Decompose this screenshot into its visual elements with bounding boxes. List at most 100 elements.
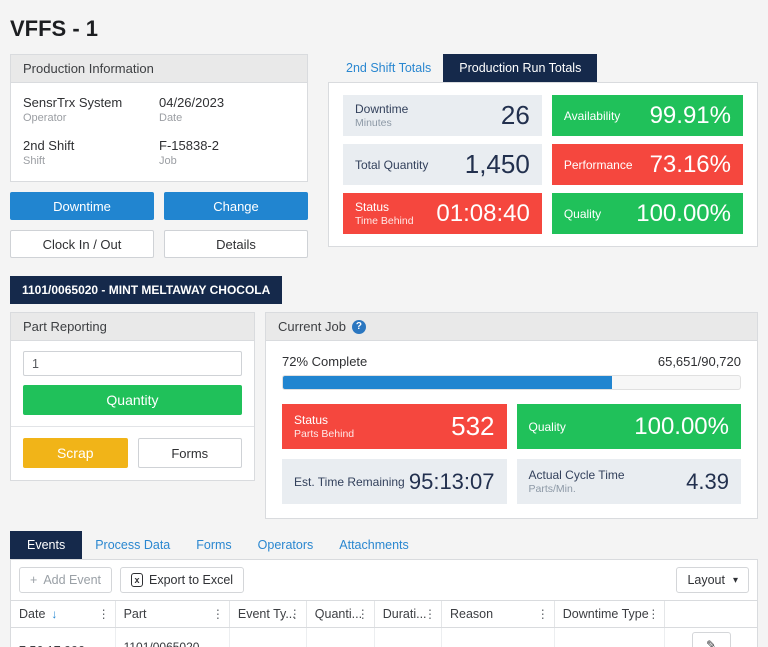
tab-production-run-totals[interactable]: Production Run Totals	[443, 54, 598, 82]
event-duration-cell	[374, 627, 442, 647]
column-header-actions	[664, 601, 758, 628]
shift-label: Shift	[23, 155, 46, 167]
total-quantity-tile: Total Quantity 1,450	[343, 144, 542, 185]
totals-tabs: 2nd Shift Totals Production Run Totals	[328, 54, 758, 82]
table-row: 7:56:17.990 PM 1101/0065020 MINT MELTAWA…	[10, 627, 758, 647]
column-header-part[interactable]: Part ⋮	[115, 601, 230, 628]
table-header-row: Date ↓ ⋮ Part ⋮ Event Ty... ⋮ Quanti... ⋮…	[10, 601, 758, 628]
part-reporting-divider	[11, 426, 254, 427]
status-tile-label: Status	[355, 200, 390, 214]
part-reporting-panel: Part Reporting Quantity Scrap Forms	[10, 312, 255, 481]
current-job-title: Current Job	[278, 319, 346, 334]
tab-shift-totals[interactable]: 2nd Shift Totals	[346, 61, 432, 75]
operator-value: SensrTrx System	[23, 95, 123, 110]
total-quantity-tile-value: 1,450	[464, 149, 530, 179]
production-info-header: Production Information	[11, 55, 307, 83]
event-quantity-cell: 2.00	[306, 627, 375, 647]
date-label: Date	[159, 112, 183, 124]
part-number: 1101/0065020	[123, 639, 200, 647]
downtime-tile: Downtime Minutes 26	[343, 95, 542, 136]
totals-card: Downtime Minutes 26 Availability 99.91% …	[328, 82, 758, 247]
performance-tile-value: 73.16%	[649, 150, 731, 178]
cycle-time-sublabel: Parts/Min.	[528, 483, 576, 495]
downtime-tile-sublabel: Minutes	[355, 117, 392, 129]
current-job-tiles: Status Parts Behind 532 Quality 100.00% …	[282, 404, 741, 504]
downtime-button[interactable]: Downtime	[10, 192, 154, 220]
part-column-menu-icon[interactable]: ⋮	[211, 607, 224, 621]
column-header-reason[interactable]: Reason ⋮	[441, 601, 555, 628]
production-info-column: Production Information SensrTrx System O…	[10, 54, 308, 258]
quality-tile-label: Quality	[563, 206, 602, 221]
column-header-date[interactable]: Date ↓ ⋮	[10, 601, 116, 628]
production-info-panel: Production Information SensrTrx System O…	[10, 54, 308, 182]
status-time-behind-tile: Status Time Behind 01:08:40	[343, 193, 542, 234]
help-icon[interactable]: ?	[351, 319, 366, 334]
cycle-time-tile: Actual Cycle Time Parts/Min. 4.39	[516, 459, 741, 504]
add-event-label: Add Event	[43, 573, 101, 587]
date-value: 04/26/2023	[159, 95, 225, 110]
clock-in-out-button[interactable]: Clock In / Out	[10, 230, 154, 258]
column-header-event-type[interactable]: Event Ty... ⋮	[229, 601, 307, 628]
time-remaining-label: Est. Time Remaining	[294, 474, 405, 489]
event-type-column-menu-icon[interactable]: ⋮	[288, 607, 301, 621]
job-label: Job	[159, 155, 177, 167]
layout-label: Layout	[687, 573, 725, 587]
event-reason-cell	[441, 627, 555, 647]
status-tile-sublabel: Time Behind	[355, 215, 414, 227]
current-part-banner: 1101/0065020 - MINT MELTAWAY CHOCOLA	[10, 276, 283, 304]
details-button[interactable]: Details	[164, 230, 308, 258]
job-field: F-15838-2 Job	[159, 138, 295, 167]
availability-tile: Availability 99.91%	[551, 95, 743, 136]
totals-column: 2nd Shift Totals Production Run Totals D…	[328, 54, 758, 247]
reason-column-menu-icon[interactable]: ⋮	[536, 607, 549, 621]
tab-process-data[interactable]: Process Data	[95, 538, 171, 552]
availability-tile-value: 99.91%	[649, 101, 731, 129]
production-info-body: SensrTrx System Operator 04/26/2023 Date…	[11, 83, 307, 181]
tab-forms[interactable]: Forms	[196, 538, 232, 552]
export-to-excel-button[interactable]: x Export to Excel	[120, 567, 245, 593]
part-reporting-header: Part Reporting	[11, 313, 254, 341]
add-event-button[interactable]: + Add Event	[19, 567, 112, 593]
quantity-input[interactable]	[23, 351, 242, 376]
column-header-quantity[interactable]: Quanti... ⋮	[306, 601, 375, 628]
top-row: Production Information SensrTrx System O…	[10, 54, 758, 258]
date-column-menu-icon[interactable]: ⋮	[97, 607, 110, 621]
progress-ratio: 65,651/90,720	[657, 354, 741, 369]
quantity-column-menu-icon[interactable]: ⋮	[356, 607, 369, 621]
current-job-body: 72% Complete 65,651/90,720 Status Parts …	[266, 341, 757, 518]
operator-field: SensrTrx System Operator	[23, 95, 159, 124]
column-header-duration[interactable]: Durati... ⋮	[374, 601, 442, 628]
scrap-button[interactable]: Scrap	[23, 438, 128, 468]
job-value: F-15838-2	[159, 138, 219, 153]
column-header-downtime-type[interactable]: Downtime Type ⋮	[554, 601, 666, 628]
forms-button[interactable]: Forms	[137, 438, 242, 468]
duration-column-menu-icon[interactable]: ⋮	[423, 607, 436, 621]
job-quality-tile: Quality 100.00%	[516, 404, 741, 449]
quantity-button[interactable]: Quantity	[23, 385, 242, 415]
events-tab-bar: Events Process Data Forms Operators Atta…	[10, 531, 758, 559]
job-progress-bar	[282, 375, 741, 390]
pencil-icon: ✎	[706, 638, 717, 647]
edit-event-button[interactable]: ✎	[691, 632, 731, 647]
tab-events[interactable]: Events	[10, 531, 83, 559]
quality-tile: Quality 100.00%	[551, 193, 743, 234]
event-part-cell: 1101/0065020 MINT MELTAWAY CHOCOLA	[115, 627, 230, 647]
tab-operators[interactable]: Operators	[257, 538, 314, 552]
job-quality-value: 100.00%	[634, 412, 729, 440]
time-remaining-value: 95:13:07	[408, 468, 495, 494]
tab-attachments[interactable]: Attachments	[339, 538, 409, 552]
downtime-tile-label: Downtime	[355, 102, 409, 116]
parts-behind-value: 532	[451, 411, 495, 441]
parts-behind-sublabel: Parts Behind	[294, 428, 355, 440]
change-button[interactable]: Change	[164, 192, 308, 220]
layout-button[interactable]: Layout ▾	[676, 567, 749, 593]
part-reporting-body: Quantity Scrap Forms	[11, 341, 254, 480]
plus-icon: +	[30, 573, 38, 587]
row-actions-cell: ✎ ×	[664, 627, 758, 647]
total-quantity-tile-label: Total Quantity	[355, 157, 429, 172]
progress-fill	[283, 376, 613, 389]
operator-label: Operator	[23, 112, 67, 124]
downtime-type-column-menu-icon[interactable]: ⋮	[647, 607, 660, 621]
excel-file-icon: x	[131, 573, 143, 587]
performance-tile-label: Performance	[563, 157, 633, 172]
